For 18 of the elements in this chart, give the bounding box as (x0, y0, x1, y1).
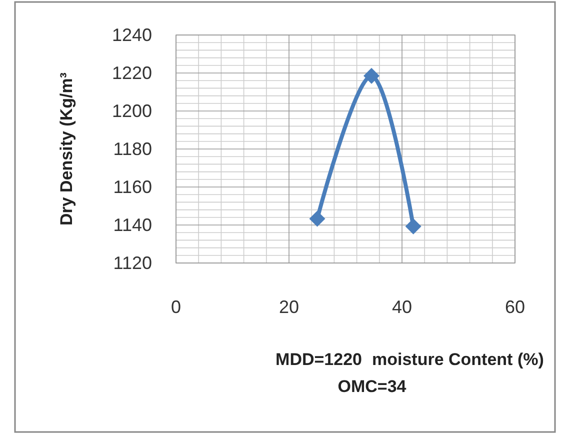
x-axis-title: moisture Content (%) (372, 350, 544, 369)
y-tick-label: 1200 (112, 101, 152, 121)
y-tick-label: 1140 (113, 215, 152, 235)
point (309, 210, 326, 227)
text: OMC=34 (338, 377, 407, 396)
point (405, 218, 422, 234)
x-tick-label: 60 (504, 297, 526, 317)
text: MDD=1220 (276, 350, 362, 369)
y-tick-label: 1180 (113, 139, 152, 159)
y-tick-label: 1220 (112, 63, 152, 83)
x-tick-label: 0 (170, 297, 182, 317)
y-tick-label: 1160 (113, 177, 152, 197)
y-axis-title: Dry Density (Kg/m³ (57, 72, 76, 226)
x-tick-label: 40 (392, 297, 412, 317)
y-tick-label: 1120 (113, 253, 152, 273)
point (363, 68, 380, 84)
x-tick-label: 20 (278, 297, 300, 317)
y-tick-label: 1240 (112, 25, 152, 45)
